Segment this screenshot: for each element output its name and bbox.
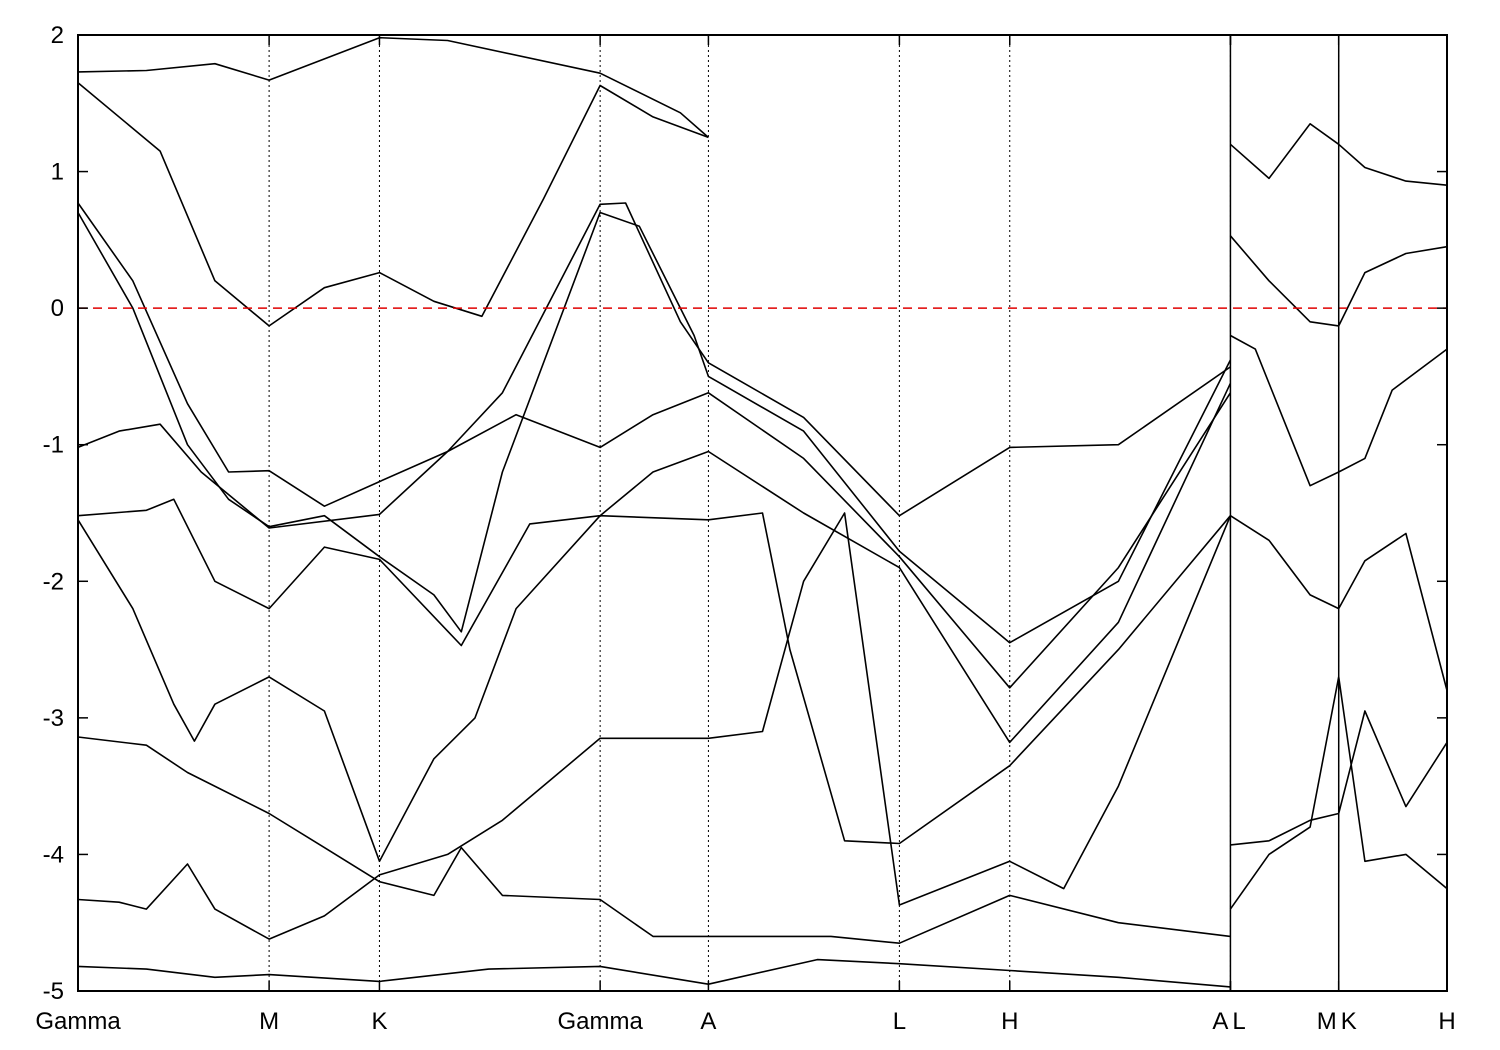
band-lines	[77, 36, 1448, 988]
band-series-8	[77, 512, 1232, 940]
y-tick-label: 2	[51, 22, 64, 49]
y-tick-label: 0	[51, 295, 64, 322]
x-tick-label: A	[700, 1008, 716, 1035]
y-tick-label: 1	[51, 159, 64, 186]
y-tick-label: -5	[43, 978, 64, 1005]
band-series-10	[1230, 334, 1448, 487]
x-tick-label: Gamma	[557, 1008, 643, 1035]
y-axis-ticks: 2 1 0 -1 -2 -3 -4 -5	[43, 22, 1447, 1005]
x-tick-label: K	[371, 1008, 387, 1035]
band-series-5	[77, 382, 1232, 744]
band-series-2	[77, 202, 1231, 517]
band-series-9	[77, 958, 1231, 988]
x-tick-label: Gamma	[35, 1008, 121, 1035]
x-tick-label: L	[893, 1008, 906, 1035]
plot-frame	[77, 34, 1448, 992]
y-tick-label: -1	[43, 432, 64, 459]
band-series-3	[77, 211, 1232, 644]
x-tick-label: A	[1212, 1008, 1228, 1035]
y-tick-label: -4	[43, 841, 64, 868]
x-tick-label: M	[1317, 1008, 1337, 1035]
x-tick-label: H	[1438, 1008, 1455, 1035]
x-tick-label: M	[259, 1008, 279, 1035]
band-series-1	[77, 82, 709, 327]
y-tick-label: -2	[43, 568, 64, 595]
x-tick-label: K	[1341, 1008, 1357, 1035]
band-series-6	[77, 512, 1232, 863]
band-series-7	[77, 736, 1231, 944]
band-series-4	[77, 392, 1232, 689]
panel-gaps	[1229, 35, 1340, 991]
x-axis-ticks: Gamma M K Gamma A L H A L M K H	[35, 35, 1456, 1035]
x-tick-label: H	[1001, 1008, 1018, 1035]
x-tick-label: L	[1232, 1008, 1245, 1035]
y-tick-label: -3	[43, 705, 64, 732]
band-series-0	[77, 36, 709, 139]
